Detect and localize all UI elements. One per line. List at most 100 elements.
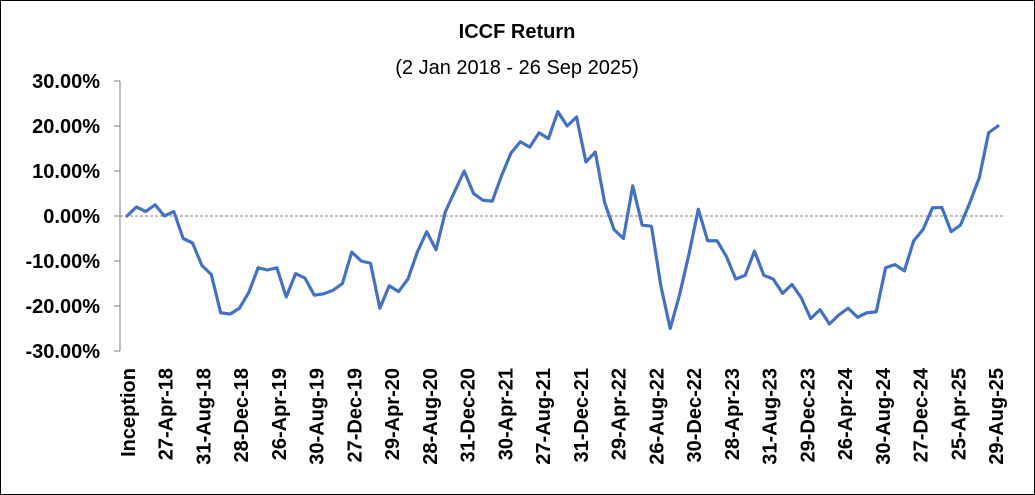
data-point <box>537 131 541 134</box>
data-point <box>903 269 906 273</box>
x-tick-label: 27-Dec-24 <box>911 367 933 462</box>
data-point <box>406 277 410 281</box>
data-point <box>753 249 756 253</box>
data-point <box>163 214 166 218</box>
data-point <box>397 290 400 293</box>
y-tick-label: 0.00% <box>43 206 100 228</box>
data-point <box>144 210 147 213</box>
data-point <box>697 208 700 211</box>
y-axis-tick-labels: 30.00% 20.00% 10.00% 0.00% -10.00% -20.00% -30… <box>26 71 101 363</box>
data-point <box>509 151 513 155</box>
data-point <box>631 184 634 188</box>
data-point <box>425 230 428 233</box>
data-point <box>612 228 616 231</box>
data-point <box>865 311 869 314</box>
x-tick-label: 27-Aug-21 <box>533 368 555 465</box>
data-point <box>968 201 972 204</box>
data-point <box>884 266 887 269</box>
data-point <box>556 110 560 113</box>
data-point <box>912 239 915 242</box>
x-tick-label: 29-Apr-20 <box>382 368 404 460</box>
data-point <box>303 276 307 280</box>
data-point <box>622 237 625 240</box>
data-point <box>640 223 644 227</box>
data-point <box>659 284 663 287</box>
data-point <box>762 274 766 277</box>
data-point <box>603 201 606 204</box>
data-point <box>294 272 297 275</box>
chart-subtitle: (2 Jan 2018 - 26 Sep 2025) <box>395 57 639 79</box>
data-point <box>978 176 981 179</box>
data-point <box>462 169 466 173</box>
data-point <box>846 307 850 310</box>
data-point <box>500 174 503 177</box>
data-point <box>575 115 578 119</box>
data-point <box>238 307 241 310</box>
data-point <box>809 317 812 320</box>
data-point <box>191 241 194 245</box>
x-tick-label: 28-Dec-18 <box>231 368 253 463</box>
data-point <box>781 292 784 295</box>
data-point <box>743 274 747 277</box>
x-tick-label: 25-Apr-25 <box>948 368 970 460</box>
data-point <box>369 262 372 265</box>
x-tick-label: 30-Apr-21 <box>495 368 517 460</box>
data-point <box>444 210 447 213</box>
data-point <box>893 263 897 266</box>
data-point <box>987 131 990 134</box>
x-axis-tick-labels: Inception 27-Apr-18 31-Aug-18 28-Dec-18 26-A… <box>118 367 1008 465</box>
data-point <box>800 296 803 300</box>
data-point <box>706 239 709 242</box>
x-tick-label: 26-Aug-22 <box>646 368 668 465</box>
data-point <box>875 310 878 314</box>
data-point <box>491 199 494 203</box>
data-point <box>931 206 934 210</box>
series-layer <box>125 110 1000 331</box>
data-point <box>359 259 363 263</box>
x-tick-label: 28-Aug-20 <box>420 368 442 465</box>
data-point <box>650 225 653 228</box>
x-tick-label: 29-Aug-25 <box>986 368 1008 465</box>
x-tick-label: 30-Aug-24 <box>873 367 895 465</box>
data-point <box>472 192 475 195</box>
data-point <box>210 273 213 276</box>
data-point <box>772 277 775 281</box>
data-point <box>959 223 962 227</box>
data-point <box>247 291 250 294</box>
x-tick-label: 28-Apr-23 <box>722 368 744 460</box>
data-point <box>416 250 419 254</box>
data-point <box>153 203 157 206</box>
y-tick-label: -30.00% <box>26 341 101 363</box>
data-point <box>434 248 438 251</box>
x-tick-label: 31-Aug-18 <box>193 368 215 465</box>
data-point <box>256 266 260 269</box>
data-point <box>275 266 279 269</box>
data-point <box>528 145 531 149</box>
data-point <box>266 268 269 272</box>
data-point <box>125 214 129 218</box>
x-tick-label: 31-Dec-20 <box>458 368 480 463</box>
data-point <box>828 322 831 326</box>
x-tick-label: 29-Apr-22 <box>609 368 631 460</box>
data-point <box>519 140 522 143</box>
data-point <box>200 264 204 267</box>
data-point <box>481 199 485 202</box>
data-point <box>678 293 681 296</box>
x-tick-label: Inception <box>118 368 140 457</box>
data-point <box>453 190 456 193</box>
y-tick-label: 20.00% <box>32 116 100 138</box>
data-point <box>594 150 597 154</box>
data-point <box>940 206 944 209</box>
data-point <box>996 124 1000 128</box>
data-point <box>331 289 335 292</box>
data-point <box>181 237 185 240</box>
data-point <box>219 311 222 314</box>
x-tick-label: 30-Aug-19 <box>307 368 329 465</box>
data-point <box>734 277 737 281</box>
data-point <box>687 253 691 256</box>
x-tick-label: 27-Dec-19 <box>344 368 366 463</box>
y-tick-label: 30.00% <box>32 71 100 93</box>
data-point <box>313 294 316 297</box>
data-point <box>949 230 953 233</box>
